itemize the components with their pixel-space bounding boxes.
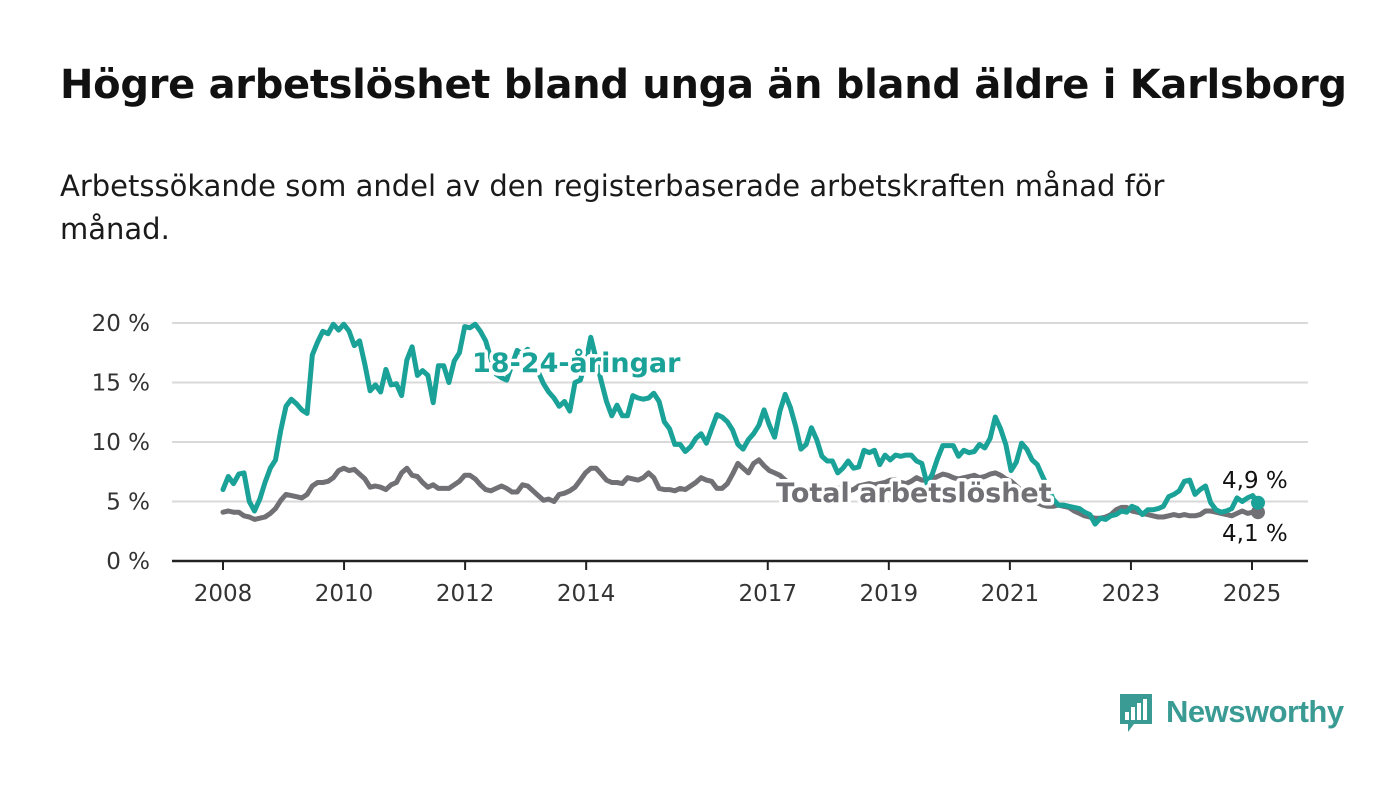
- brand-name: Newsworthy: [1166, 694, 1344, 729]
- x-tick-label: 2023: [1102, 581, 1161, 607]
- y-tick-label: 0 %: [106, 549, 150, 575]
- series-endpoint: [1251, 495, 1265, 510]
- chart-subtitle: Arbetssökande som andel av den registerb…: [60, 169, 1165, 246]
- series-lines: [220, 321, 1265, 527]
- y-tick-label: 10 %: [92, 430, 150, 456]
- y-tick-label: 20 %: [92, 311, 150, 337]
- x-tick-label: 2008: [194, 581, 253, 607]
- series-line: [220, 457, 1261, 522]
- end-label-youth: 4,9 %: [1222, 468, 1288, 494]
- x-tick-label: 2025: [1223, 581, 1282, 607]
- series-label-youth: 18-24-åringar: [472, 347, 681, 379]
- x-tick-label: 2012: [436, 581, 495, 607]
- x-tick-label: 2021: [981, 581, 1040, 607]
- y-axis-ticks: 0 % 5 % 10 % 15 % 20 %: [92, 311, 150, 575]
- x-tick-label: 2014: [557, 581, 616, 607]
- gridlines: [172, 322, 1308, 503]
- x-tick-label: 2017: [738, 581, 797, 607]
- chart-title: Högre arbetslöshet bland unga än bland ä…: [60, 62, 1347, 108]
- end-label-total: 4,1 %: [1222, 521, 1288, 547]
- x-tick-label: 2019: [860, 581, 919, 607]
- x-tick-label: 2010: [315, 581, 374, 607]
- x-axis-ticks: 2008 2010 2012 2014 2017 2019 2021 2023 2025: [194, 561, 1282, 607]
- y-tick-label: 15 %: [92, 371, 150, 397]
- bar-chart-speech-bubble-icon: [1118, 692, 1154, 732]
- series-line: [220, 321, 1261, 527]
- y-tick-label: 5 %: [106, 490, 150, 516]
- series-label-total: Total arbetslöshet: [776, 478, 1052, 509]
- newsworthy-logo: Newsworthy: [1118, 688, 1344, 736]
- series-labels: 18-24-åringar Total arbetslöshet 4,9 % 4,1 …: [469, 344, 1288, 548]
